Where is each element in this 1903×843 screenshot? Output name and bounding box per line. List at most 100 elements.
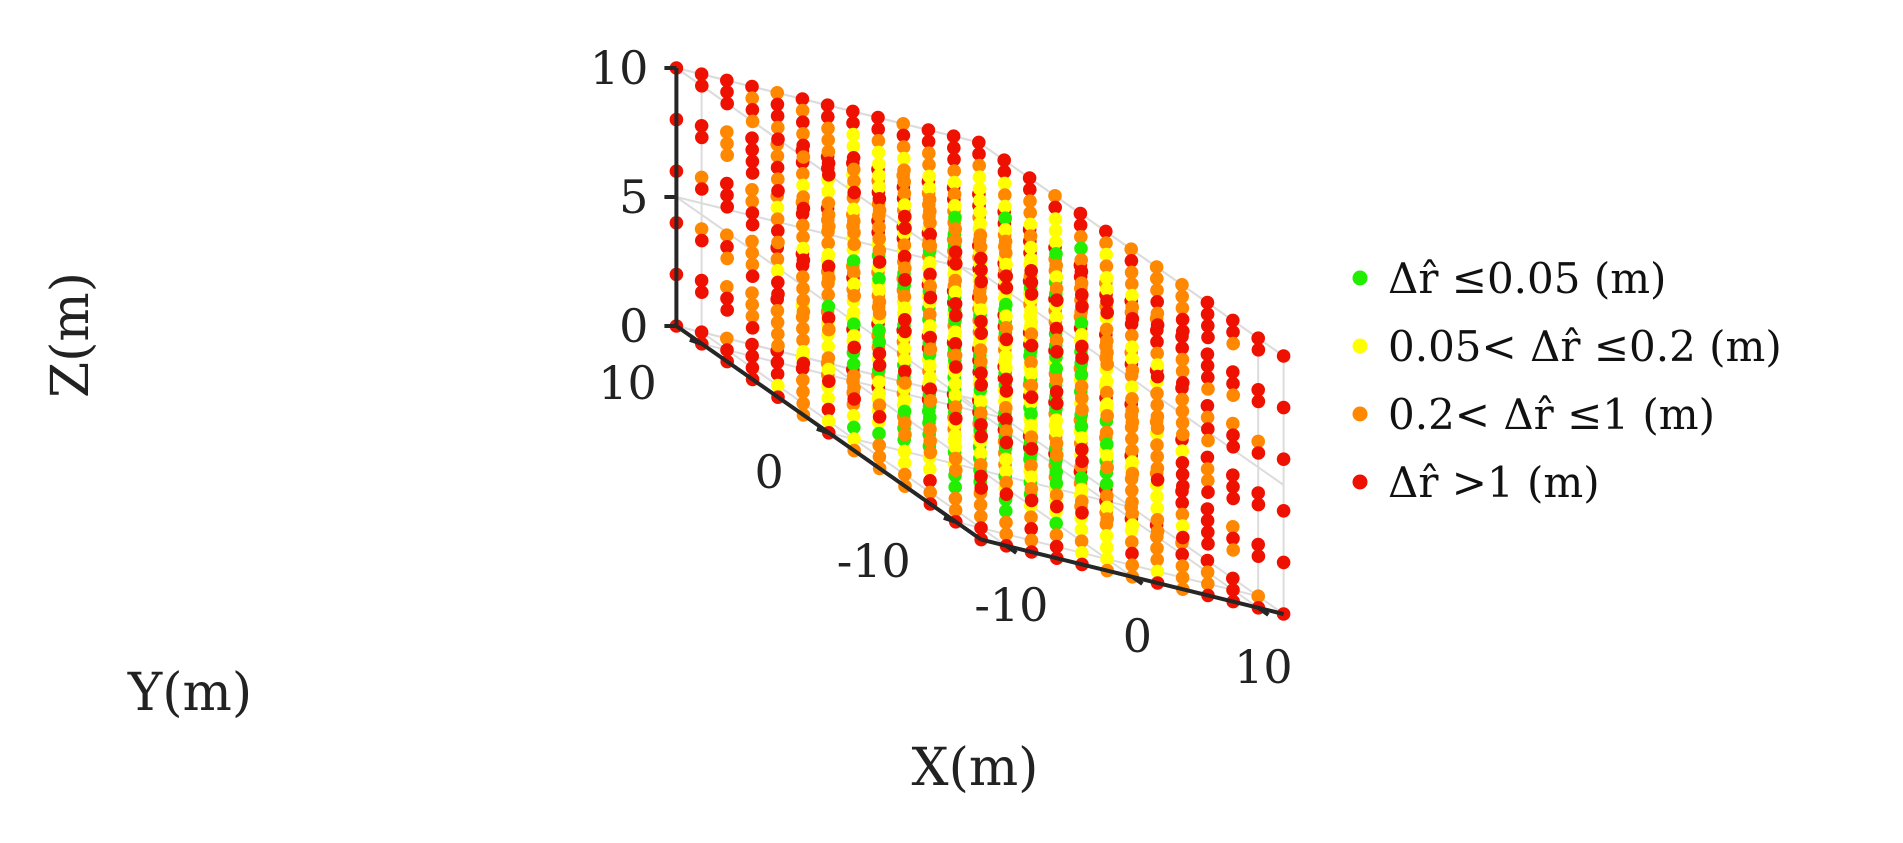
data-point <box>1074 419 1089 434</box>
data-point <box>720 73 734 88</box>
data-point <box>898 416 912 430</box>
data-point <box>796 150 811 164</box>
x-tick-label: -10 <box>974 578 1048 632</box>
data-point <box>1074 328 1089 342</box>
data-point <box>1150 346 1164 361</box>
data-point <box>822 168 836 182</box>
data-point <box>1099 247 1113 262</box>
data-point <box>745 257 760 272</box>
data-point <box>1251 497 1266 512</box>
data-point <box>1150 283 1164 298</box>
data-point <box>1175 496 1189 510</box>
data-point <box>923 267 937 282</box>
data-point <box>872 192 887 206</box>
data-point <box>796 218 810 233</box>
data-point <box>872 438 886 453</box>
data-point <box>1024 367 1038 381</box>
data-point <box>820 98 835 112</box>
data-point <box>1100 305 1114 320</box>
data-point <box>1074 431 1089 445</box>
data-point <box>1048 200 1062 215</box>
data-point <box>1074 482 1089 497</box>
data-point <box>847 432 861 446</box>
legend-marker <box>1352 406 1368 422</box>
data-point <box>1100 385 1114 400</box>
data-point <box>720 343 734 357</box>
data-point <box>1276 400 1291 415</box>
data-point <box>720 148 734 162</box>
data-point <box>897 444 912 459</box>
data-point <box>1125 403 1139 418</box>
data-point <box>897 163 911 177</box>
data-point <box>695 130 709 145</box>
data-point <box>796 333 810 348</box>
data-point <box>694 170 709 185</box>
data-point <box>1049 333 1064 348</box>
data-point <box>948 199 962 213</box>
data-point <box>948 491 963 506</box>
data-point <box>898 324 912 339</box>
data-point <box>1226 480 1240 494</box>
data-point <box>921 134 936 149</box>
data-point <box>1175 404 1190 419</box>
data-point <box>1150 295 1164 309</box>
data-point <box>972 158 986 173</box>
data-point <box>897 404 912 419</box>
data-point <box>998 211 1012 225</box>
data-point <box>846 127 860 142</box>
data-point <box>1024 510 1038 524</box>
data-point <box>1150 386 1164 401</box>
data-point <box>1075 494 1089 509</box>
legend-entry: 0.2< Δr̂ ≤1 (m) <box>1388 390 1715 439</box>
data-point <box>1049 488 1064 502</box>
data-point <box>1226 583 1240 597</box>
data-point <box>745 246 759 260</box>
data-point <box>1226 336 1240 351</box>
data-point <box>821 259 836 274</box>
data-point <box>997 153 1011 167</box>
data-point <box>872 323 886 338</box>
data-point <box>998 234 1013 249</box>
y-axis-line <box>675 324 983 542</box>
data-point <box>694 67 709 81</box>
data-point <box>822 219 836 234</box>
scatter-points <box>669 61 1291 621</box>
data-point <box>1050 345 1064 359</box>
data-point <box>770 212 785 226</box>
data-point <box>1201 485 1215 500</box>
data-point <box>973 498 988 512</box>
data-point <box>948 325 962 340</box>
data-point <box>1074 241 1088 256</box>
data-point <box>1024 430 1039 445</box>
data-point <box>1100 540 1114 555</box>
data-point <box>821 288 835 302</box>
data-point <box>1048 212 1063 226</box>
data-point <box>948 388 963 403</box>
data-point <box>1075 288 1089 302</box>
data-point <box>1150 489 1164 504</box>
data-point <box>923 394 938 408</box>
data-point <box>1074 522 1089 537</box>
data-point <box>948 337 963 351</box>
data-point <box>796 201 811 216</box>
data-point <box>770 315 785 330</box>
data-point <box>720 96 734 111</box>
data-point <box>1251 589 1265 603</box>
data-point <box>1200 410 1215 425</box>
data-point <box>1074 368 1089 382</box>
data-point <box>949 360 963 374</box>
data-point <box>745 206 760 220</box>
data-point <box>1200 450 1215 465</box>
data-point <box>1024 442 1039 456</box>
data-point <box>897 186 912 201</box>
data-point <box>999 504 1013 518</box>
z-axis-label: Z(m) <box>41 272 101 398</box>
data-point <box>1075 299 1089 314</box>
data-point <box>973 291 988 306</box>
data-point <box>1125 392 1139 406</box>
data-point <box>796 190 810 204</box>
data-point <box>872 375 886 389</box>
data-point <box>871 122 885 136</box>
data-point <box>796 253 811 267</box>
data-point <box>770 252 785 266</box>
